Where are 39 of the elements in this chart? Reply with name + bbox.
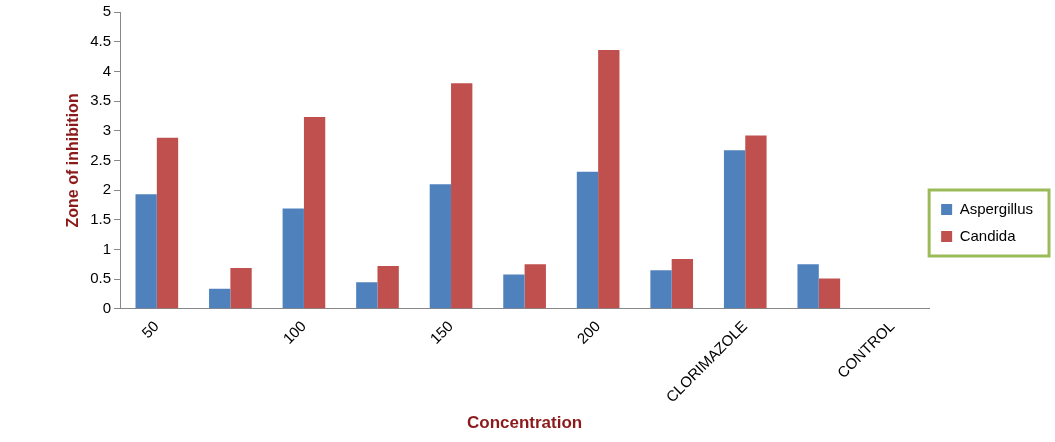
y-tick-label: 3 xyxy=(102,120,112,138)
x-tick-label: 200 xyxy=(573,317,604,347)
y-tick-label: 1 xyxy=(102,239,112,257)
y-tick-label: 2.5 xyxy=(90,150,112,168)
bar xyxy=(671,258,694,309)
bar xyxy=(797,264,819,309)
legend-label: Candida xyxy=(959,226,1017,244)
bar xyxy=(503,274,525,309)
y-tick-label: 3.5 xyxy=(90,91,112,109)
y-axis-title: Zone of inhibition xyxy=(64,93,82,228)
x-tick-label: 150 xyxy=(426,317,457,347)
y-tick-label: 0 xyxy=(102,298,112,316)
bar xyxy=(156,137,179,309)
y-tick-label: 4.5 xyxy=(90,31,112,49)
bar xyxy=(230,267,252,309)
x-tick-label: 50 xyxy=(138,317,162,342)
bar xyxy=(209,288,231,309)
bar xyxy=(576,171,599,309)
bar xyxy=(598,50,620,309)
bar xyxy=(524,264,546,309)
y-tick-label: 2 xyxy=(102,180,112,198)
y-tick-label: 4 xyxy=(102,61,112,79)
y-tick-label: 5 xyxy=(102,2,112,20)
y-tick-label: 0.5 xyxy=(90,269,112,287)
bar xyxy=(650,270,672,309)
x-tick-label: 100 xyxy=(279,317,309,347)
bar xyxy=(451,83,473,309)
bar xyxy=(429,184,452,309)
bar xyxy=(818,278,841,309)
bar xyxy=(356,282,378,309)
bar xyxy=(282,208,304,309)
bar xyxy=(745,135,767,309)
bar xyxy=(377,266,399,309)
bar xyxy=(135,194,157,309)
legend-label: Aspergillus xyxy=(959,199,1034,217)
x-axis-title: Concentration xyxy=(466,413,583,433)
bar xyxy=(723,150,746,309)
y-tick-label: 1.5 xyxy=(90,209,112,227)
bar xyxy=(303,117,326,309)
